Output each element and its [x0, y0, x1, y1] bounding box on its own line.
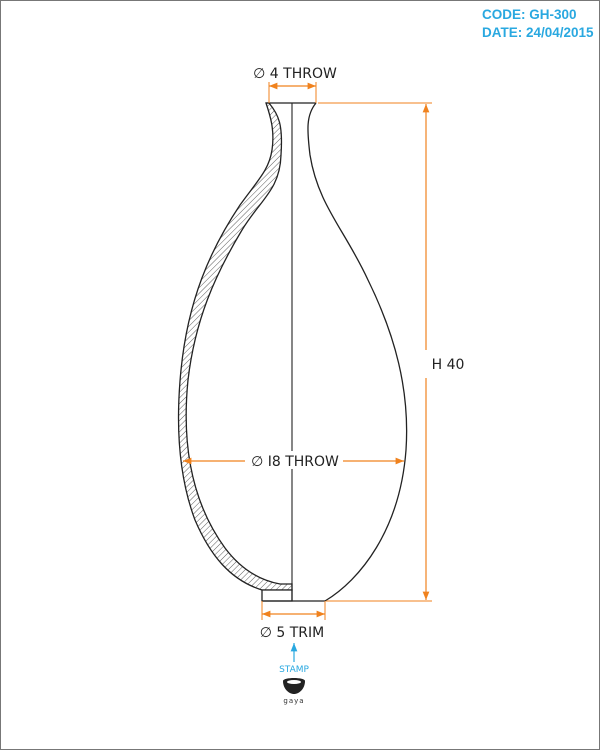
date-label: DATE: 24/04/2015 [482, 25, 594, 40]
gaya-logo: gaya [283, 678, 305, 705]
logo-text: gaya [283, 697, 304, 705]
code-label: CODE: GH-300 [482, 7, 577, 22]
body-dim-label: ∅ I8 THROW [251, 454, 339, 470]
section-wall [177, 102, 293, 591]
stamp-label: STAMP [279, 665, 309, 675]
height-dim-label: H 40 [432, 357, 465, 373]
base-step [261, 589, 293, 602]
title-block: CODE: GH-300 DATE: 24/04/2015 [482, 6, 594, 42]
neck-dim-label: ∅ 4 THROW [253, 66, 337, 82]
outer-profile-right [307, 102, 408, 602]
base-dim-label: ∅ 5 TRIM [260, 625, 325, 641]
